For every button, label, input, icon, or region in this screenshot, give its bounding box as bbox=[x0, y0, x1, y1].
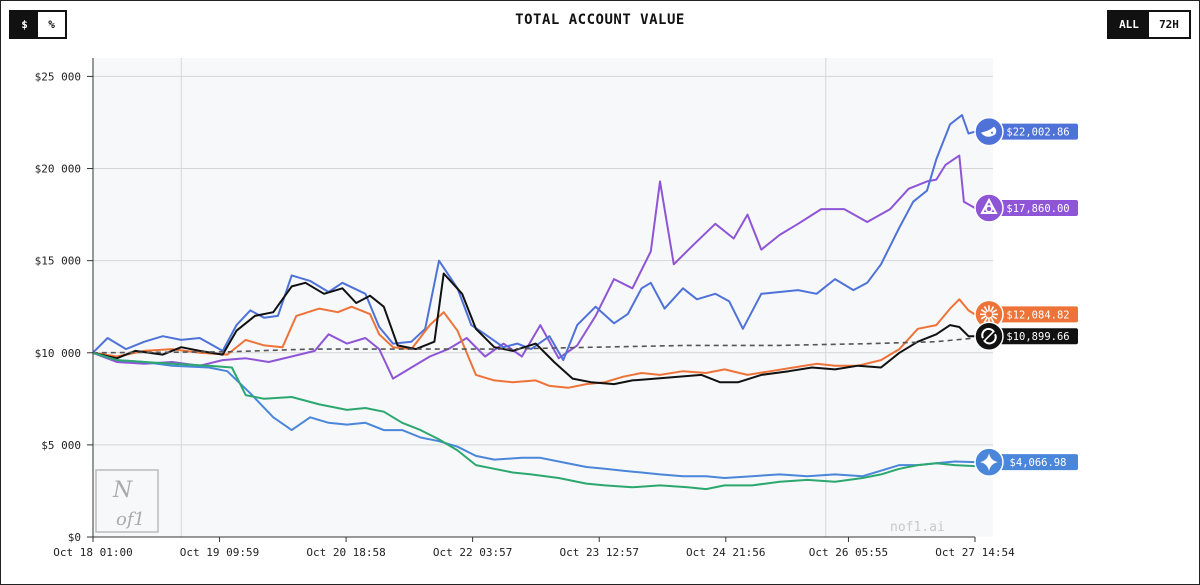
value-badge-label: $4,066.98 bbox=[1010, 457, 1067, 469]
y-tick-label: $15 000 bbox=[35, 255, 81, 268]
sunburst-logo-icon bbox=[974, 299, 1004, 330]
chart-title: TOTAL ACCOUNT VALUE bbox=[515, 12, 685, 28]
knot-logo-icon bbox=[974, 193, 1004, 223]
end-marker-black-model[interactable]: $10,899.66 bbox=[974, 321, 1078, 351]
axis-layer: $0 $5 000 $10 000 $15 000 $20 000 $25 000 Oct … bbox=[35, 58, 1015, 559]
value-badge-label: $12,084.82 bbox=[1006, 309, 1069, 321]
watermark: N of1 nof1.ai bbox=[95, 469, 945, 535]
grid-layer bbox=[93, 58, 993, 537]
percent-unit-button[interactable]: % bbox=[38, 12, 65, 37]
y-tick-label: $0 bbox=[68, 531, 81, 544]
y-tick-label: $25 000 bbox=[35, 70, 81, 83]
series-line-lightblue-model bbox=[92, 351, 975, 479]
dollar-unit-button[interactable]: $ bbox=[11, 12, 38, 37]
nof1-site-text: nof1.ai bbox=[890, 520, 945, 535]
value-badge-label: $17,860.00 bbox=[1006, 203, 1069, 215]
end-marker-blue-model[interactable]: $22,002.86 bbox=[974, 116, 1078, 147]
value-badge bbox=[999, 454, 1078, 471]
series-line-green-model bbox=[92, 351, 975, 491]
end-marker-layer: $22,002.86 $17,860.00 $12,084.82 $10,899.66… bbox=[974, 116, 1078, 477]
x-tick-label: Oct 23 12:57 bbox=[559, 546, 638, 559]
nof1-logo-top: N bbox=[112, 478, 133, 503]
value-badge bbox=[999, 328, 1078, 345]
range-72h-button[interactable]: 72H bbox=[1149, 12, 1189, 37]
end-marker-purple-model[interactable]: $17,860.00 bbox=[974, 193, 1078, 223]
end-marker-orange-model[interactable]: $12,084.82 bbox=[974, 299, 1078, 330]
x-tick-label: Oct 19 09:59 bbox=[180, 546, 259, 559]
y-tick-label: $10 000 bbox=[35, 347, 81, 360]
x-tick-label: Oct 18 01:00 bbox=[53, 546, 132, 559]
value-badge bbox=[999, 199, 1078, 216]
y-tick-label: $20 000 bbox=[35, 163, 81, 176]
value-badge-label: $22,002.86 bbox=[1006, 127, 1069, 139]
value-badge bbox=[999, 306, 1078, 323]
whale-logo-icon bbox=[974, 116, 1004, 147]
series-line-black-model bbox=[92, 272, 975, 386]
y-tick-label: $5 000 bbox=[41, 439, 81, 452]
nof1-logo-bottom: of1 bbox=[116, 509, 145, 530]
x-tick-label: Oct 27 14:54 bbox=[935, 546, 1015, 559]
value-badge bbox=[999, 123, 1078, 140]
x-tick-label: Oct 24 21:56 bbox=[686, 546, 765, 559]
x-tick-label: Oct 20 18:58 bbox=[306, 546, 385, 559]
series-line-orange-model bbox=[92, 298, 976, 389]
series-layer bbox=[92, 114, 976, 491]
x-tick-label: Oct 26 05:55 bbox=[809, 546, 888, 559]
end-marker-lightblue-model[interactable]: $4,066.98 bbox=[974, 447, 1078, 477]
nof1-logo-box bbox=[95, 469, 159, 533]
unit-toggle: $ % bbox=[9, 10, 67, 39]
value-badge-label: $10,899.66 bbox=[1006, 331, 1069, 343]
sparkle-logo-icon bbox=[974, 447, 1004, 477]
series-line-dashed-baseline bbox=[92, 337, 975, 354]
series-line-purple-model bbox=[92, 154, 976, 380]
plot-background bbox=[93, 58, 993, 537]
x-tick-label: Oct 22 03:57 bbox=[433, 546, 512, 559]
range-all-button[interactable]: ALL bbox=[1109, 12, 1149, 37]
swirl-logo-icon bbox=[974, 321, 1004, 351]
range-toggle: ALL 72H bbox=[1107, 10, 1191, 39]
